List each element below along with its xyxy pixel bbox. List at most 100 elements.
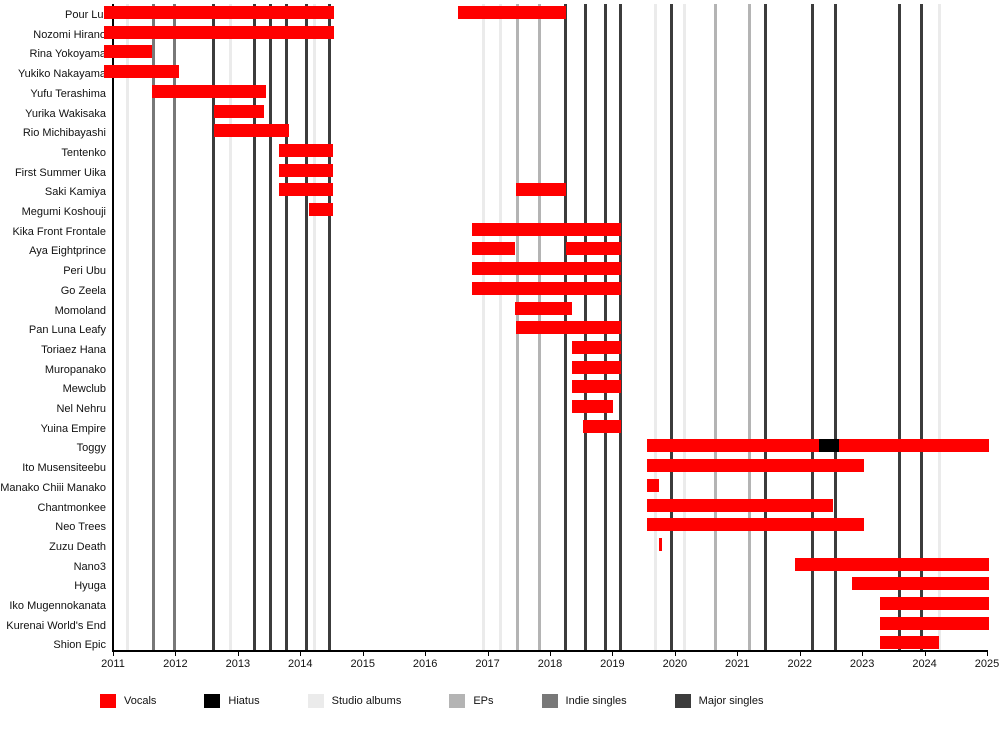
x-axis-tick [987, 650, 988, 656]
legend-swatch-icon [307, 694, 324, 708]
timeline-bar-vocals [659, 537, 662, 551]
timeline-bar-vocals [646, 518, 865, 532]
timeline-bar-vocals [571, 340, 621, 354]
x-axis-tick-label: 2016 [412, 658, 438, 670]
release-gridline-major-singles [670, 4, 674, 650]
legend-label: Studio albums [331, 695, 402, 707]
row-label: Nel Nehru [56, 403, 106, 415]
x-axis-tick-label: 2011 [101, 658, 125, 670]
x-axis-tick-label: 2013 [225, 658, 251, 670]
x-axis-tick [862, 650, 864, 656]
row-label: Chantmonkee [37, 501, 107, 514]
legend-label: EPs [473, 695, 494, 707]
legend-item-indie-singles[interactable]: Indie singles [541, 694, 627, 708]
x-axis-tick-label: 2022 [787, 658, 812, 670]
timeline-bar-vocals [472, 222, 621, 236]
timeline-bar-vocals [646, 478, 660, 492]
release-gridline-major-singles [833, 4, 837, 650]
x-axis-tick [799, 650, 801, 656]
row-label: Kika Front Frontale [12, 225, 106, 238]
row-label: Iko Mugennokanata [9, 600, 106, 612]
timeline-bar-vocals [515, 321, 621, 335]
timeline-bar-vocals [571, 380, 621, 394]
timeline-bar-vocals [458, 6, 566, 19]
timeline-bar-vocals [213, 104, 264, 118]
legend-label: Hiatus [228, 695, 260, 707]
x-axis-tick [487, 650, 489, 656]
release-gridline-studio-albums [125, 4, 129, 650]
release-gridline-eps [747, 4, 751, 650]
release-gridline-major-singles [920, 4, 924, 650]
timeline-bar-vocals [472, 242, 515, 256]
timeline-bar-vocals [152, 84, 267, 98]
legend-item-vocals[interactable]: Vocals [100, 694, 156, 708]
x-axis-tick-label: 2018 [537, 658, 563, 670]
timeline-bar-vocals [795, 557, 989, 571]
timeline-bar-vocals [879, 636, 940, 650]
row-label: Ito Musensiteebu [22, 462, 106, 475]
timeline-bar-vocals [839, 439, 989, 453]
release-gridline-studio-albums [653, 4, 657, 650]
row-label: Momoland [54, 304, 106, 317]
release-gridline-major-singles [764, 4, 767, 650]
timeline-bar-vocals [278, 183, 334, 197]
row-label: Go Zeela [60, 284, 106, 297]
timeline-bar-vocals [571, 400, 614, 413]
release-gridline-studio-albums [499, 4, 503, 650]
timeline-bar-vocals [851, 577, 989, 591]
row-label: Rio Michibayashi [22, 127, 106, 140]
release-gridline-studio-albums [228, 4, 232, 650]
row-label: Yurika Wakisaka [25, 107, 106, 120]
timeline-bar-vocals [879, 597, 989, 610]
row-label: Zuzu Death [49, 540, 106, 553]
legend-label: Major singles [698, 695, 764, 707]
legend-item-hiatus[interactable]: Hiatus [204, 694, 260, 708]
release-gridline-indie-singles [152, 4, 156, 650]
release-gridline-studio-albums [937, 4, 941, 650]
legend-swatch-icon [674, 694, 691, 708]
timeline-bar-vocals [103, 25, 334, 39]
x-axis-tick-label: 2021 [725, 658, 750, 670]
row-label: Muropanako [44, 363, 106, 376]
row-label: Yuina Empire [40, 422, 106, 435]
release-gridline-major-singles [327, 4, 331, 650]
release-gridline-major-singles [285, 4, 289, 650]
legend-swatch-icon [204, 694, 221, 708]
legend-item-eps[interactable]: EPs [449, 694, 494, 708]
row-label: Kurenai World's End [6, 619, 106, 632]
legend-item-major-singles[interactable]: Major singles [674, 694, 764, 708]
row-label: Toriaez Hana [41, 343, 106, 356]
timeline-bar-vocals [278, 143, 334, 157]
timeline-bar-vocals [103, 45, 153, 59]
x-axis-tick-label: 2023 [849, 658, 875, 670]
x-axis-tick [924, 650, 926, 656]
timeline-bar-vocals [565, 242, 621, 256]
timeline-bar-vocals [514, 301, 572, 315]
legend-item-studio-albums[interactable]: Studio albums [307, 694, 402, 708]
chart-legend: Vocals Hiatus Studio albums EPs Indie single… [100, 690, 763, 712]
x-axis-tick [612, 650, 614, 656]
x-axis-tick-label: 2024 [912, 658, 937, 670]
legend-swatch-icon [100, 694, 116, 708]
row-label: Toggy [76, 442, 106, 455]
timeline-bar-vocals [515, 183, 566, 197]
timeline-bar-vocals [646, 439, 820, 453]
timeline-bar-vocals [472, 281, 621, 295]
row-label: Hyuga [74, 580, 106, 593]
legend-swatch-icon [541, 694, 558, 708]
x-axis-tick-label: 2012 [163, 658, 188, 670]
x-axis-tick [237, 650, 239, 656]
x-axis-tick-label: 2017 [475, 658, 500, 670]
x-axis-tick [425, 650, 427, 656]
release-gridline-major-singles [212, 4, 216, 650]
row-label: Manako Chiii Manako [0, 481, 106, 494]
timeline-bar-vocals [646, 459, 865, 473]
legend-swatch-icon [449, 694, 466, 708]
release-gridline-major-singles [811, 4, 815, 650]
x-axis-tick-label: 2019 [600, 658, 625, 670]
x-axis-tick [175, 650, 177, 656]
timeline-bar-vocals [103, 6, 334, 19]
legend-label: Indie singles [565, 695, 627, 707]
x-axis-tick [674, 650, 676, 656]
release-gridline-major-singles [268, 4, 272, 650]
